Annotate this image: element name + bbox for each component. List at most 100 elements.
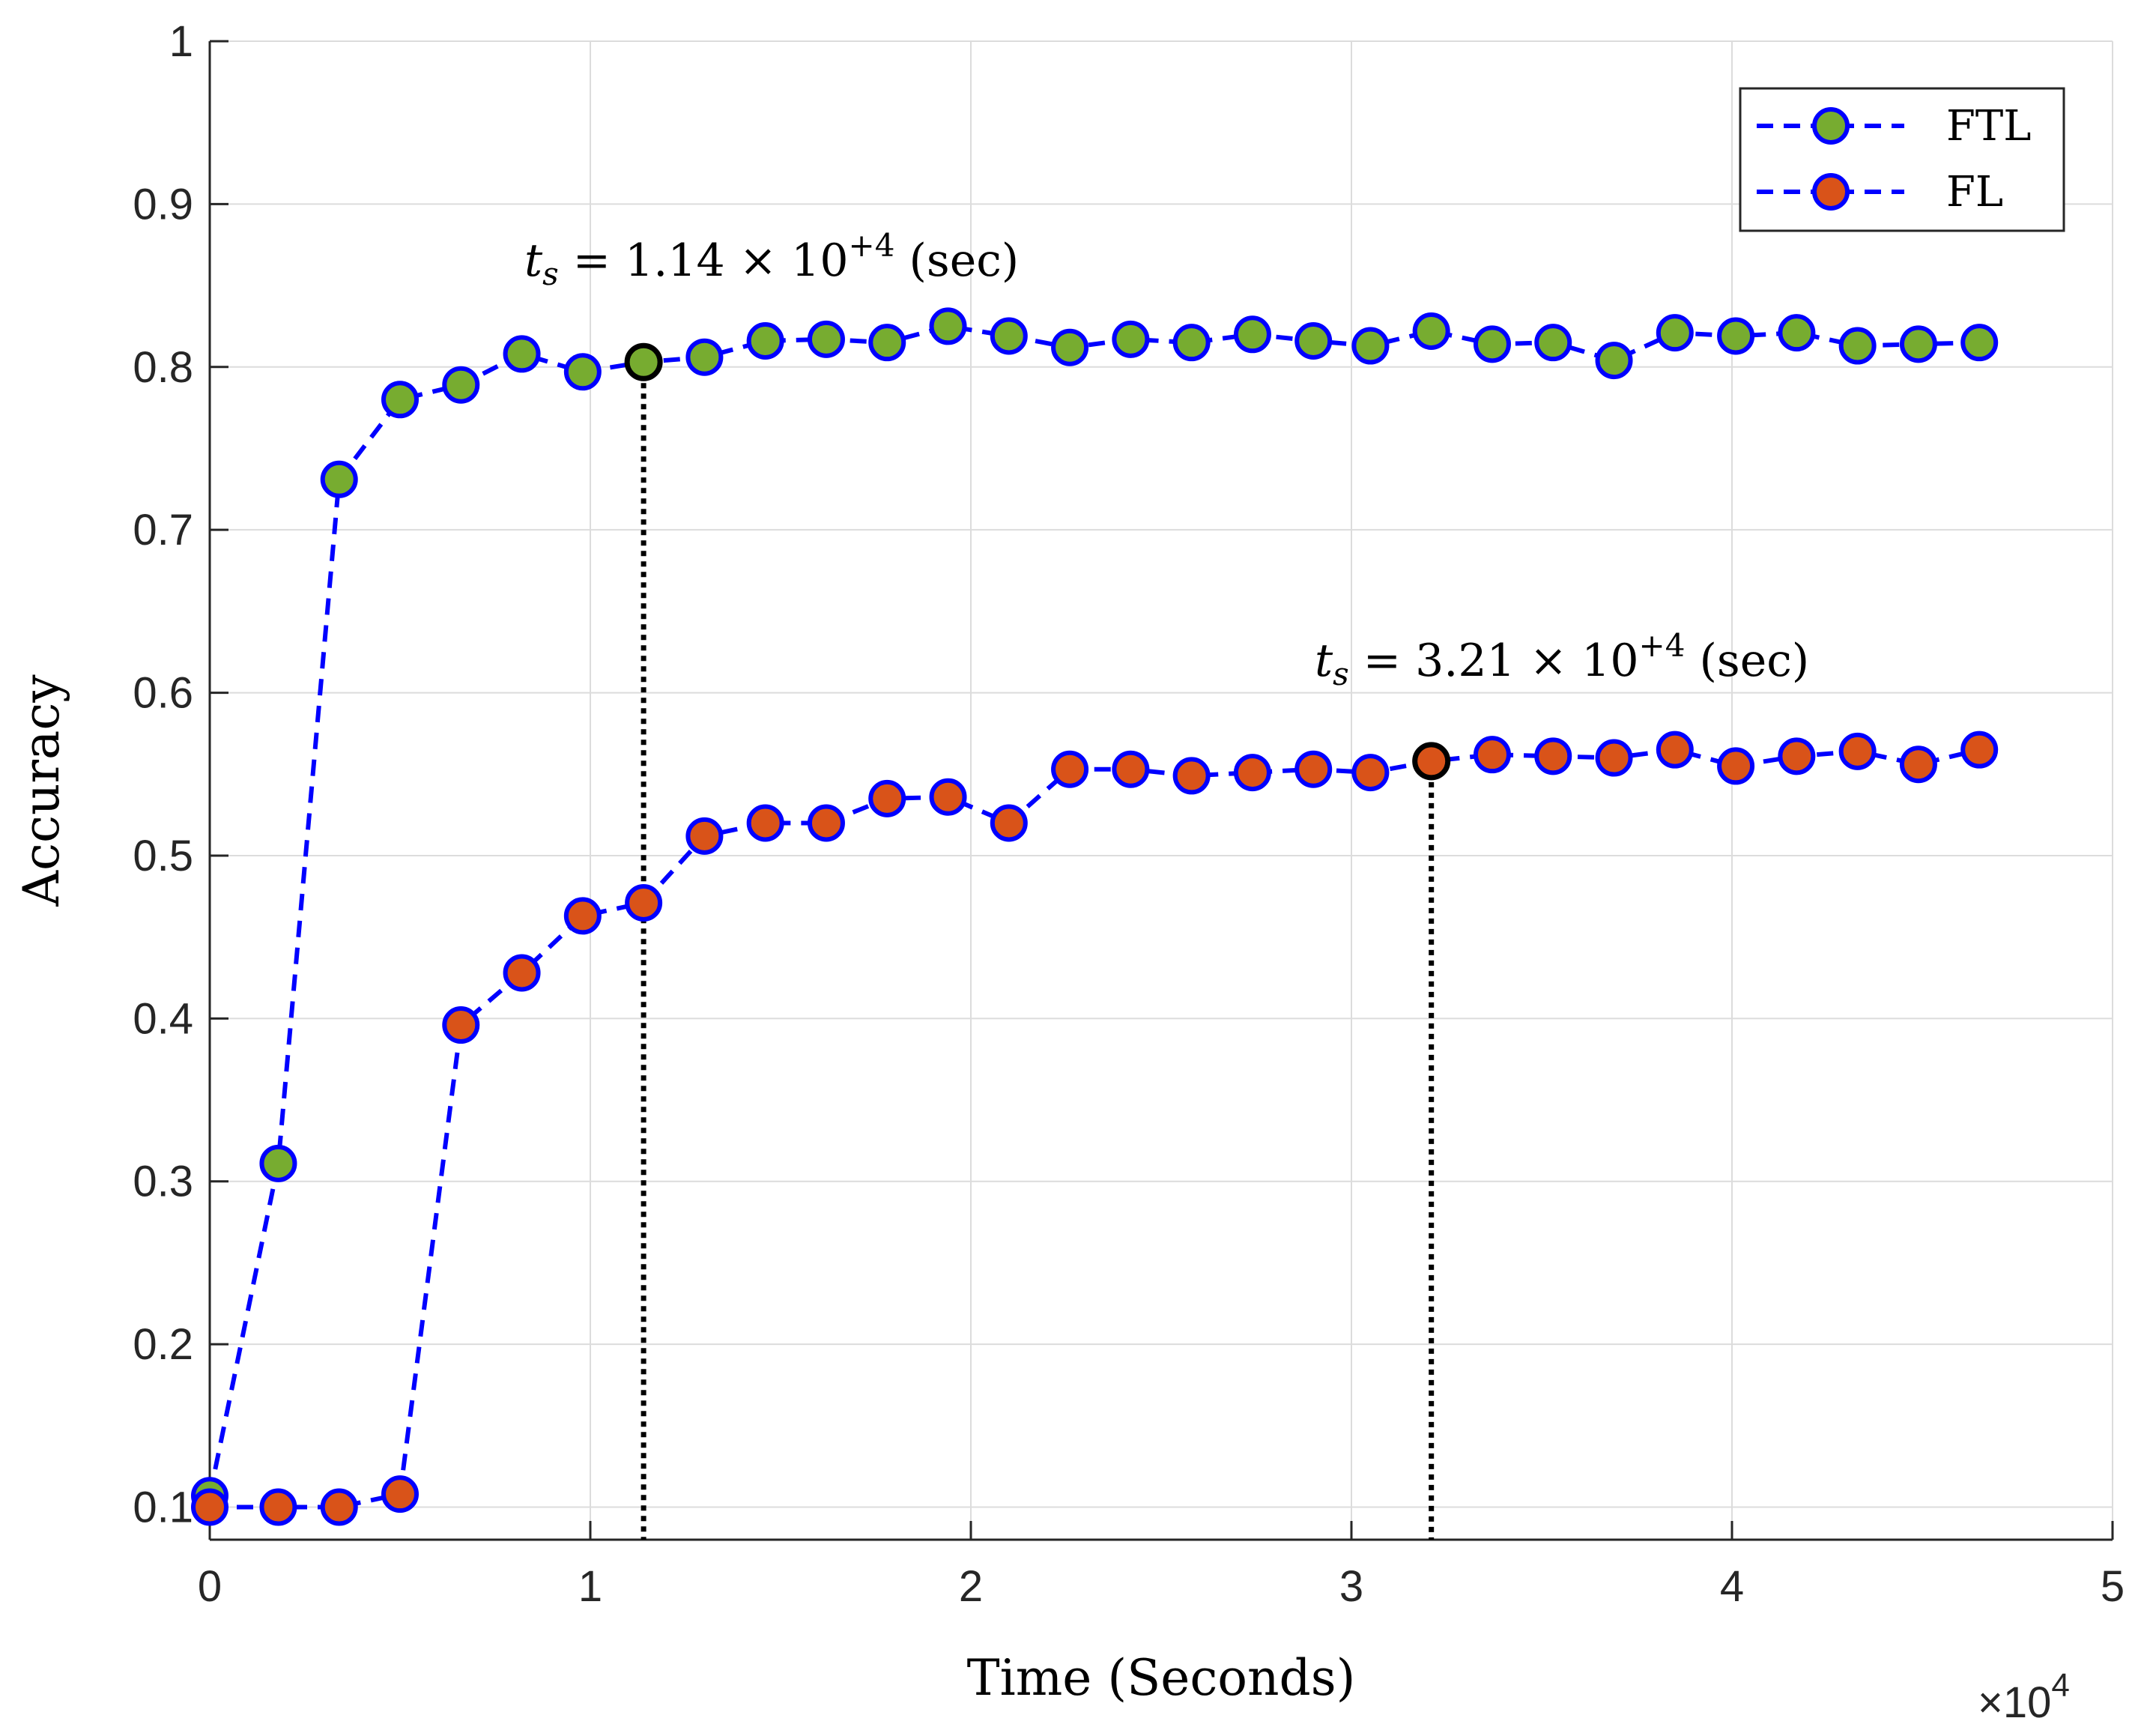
settling-label-1-times: × [1530,635,1581,687]
settling-point-0 [624,342,663,381]
settling-label-0-var: t [524,235,543,287]
point-fl-22 [1534,737,1572,775]
point-fl-17 [1233,754,1271,792]
point-fl-5 [503,954,541,992]
x-tick-label-1: 1 [578,1562,602,1611]
legend-marker-fl [1812,173,1850,211]
point-fl-28 [1899,745,1937,784]
tick-labels: 0 1 2 3 4 5 0.1 0.2 0.3 0.4 0.5 0.6 0.7 0.8 0.9 1 [133,17,2125,1611]
y-tick-label-2: 0.3 [133,1158,193,1206]
x-axis-multiplier-exponent: 4 [2051,1667,2069,1704]
legend-box [1739,87,2065,232]
point-ftl-3 [381,381,419,419]
point-ftl-2 [320,460,358,498]
point-ftl-20 [1412,312,1450,350]
settling-label-1-sub: s [1333,656,1349,692]
settling-label-0-eq: = [559,235,625,287]
legend-label-fl: FL [1946,168,2003,217]
point-ftl-14 [1051,328,1089,366]
x-tick-label-3: 3 [1339,1562,1363,1611]
point-fl-21 [1473,736,1511,774]
y-tick-label-0: 0.1 [133,1484,193,1532]
settling-label-0-base: 10 [791,235,848,287]
settling-label-1-var: t [1315,635,1333,687]
legend: FTL FL [1739,87,2065,232]
point-fl-15 [1112,750,1150,788]
point-fl-26 [1778,737,1816,775]
point-ftl-11 [868,324,906,362]
point-fl-6 [563,897,602,935]
axes [208,40,2114,1541]
point-ftl-4 [442,366,480,404]
point-fl-3 [381,1475,419,1513]
y-tick-label-8: 0.9 [133,180,193,229]
point-ftl-5 [503,335,541,373]
point-ftl-18 [1294,322,1333,360]
point-ftl-10 [807,320,845,358]
y-tick-label-5: 0.6 [133,669,193,718]
point-fl-23 [1595,739,1633,777]
point-ftl-8 [685,338,724,376]
point-fl-4 [442,1006,480,1044]
y-tick-label-1: 0.2 [133,1320,193,1369]
settling-label-1-eq: = [1349,635,1415,687]
point-ftl-28 [1899,325,1937,363]
settling-label-1-unit: (sec) [1685,635,1809,687]
point-ftl-25 [1717,317,1755,355]
settling-guides [641,362,1435,1540]
point-fl-13 [990,804,1028,842]
point-ftl-21 [1473,325,1511,363]
point-fl-12 [929,778,967,816]
x-tick-label-0: 0 [198,1562,222,1611]
point-ftl-1 [259,1144,297,1182]
point-fl-10 [807,804,845,842]
y-tick-label-3: 0.4 [133,994,193,1043]
y-tick-label-9: 1 [169,17,193,66]
point-ftl-16 [1172,324,1211,362]
point-fl-0 [191,1488,228,1526]
point-ftl-24 [1656,314,1694,352]
point-fl-11 [868,779,906,817]
settling-label-0-sub: s [542,255,559,292]
x-axis-multiplier-base: ×10 [1978,1678,2051,1727]
y-tick-label-4: 0.5 [133,832,193,880]
settling-label-0-times: × [739,235,791,287]
x-axis-multiplier: ×104 [1978,1667,2070,1727]
point-ftl-26 [1778,314,1816,352]
point-ftl-15 [1112,320,1150,358]
point-fl-16 [1172,757,1211,795]
x-tick-label-4: 4 [1720,1562,1744,1611]
settling-label-0-unit: (sec) [894,235,1019,287]
point-fl-9 [746,804,784,842]
point-fl-25 [1717,747,1755,785]
legend-marker-ftl [1812,107,1850,145]
settling-label-1-exp: +4 [1639,627,1686,664]
point-fl-24 [1656,731,1694,769]
y-tick-label-7: 0.8 [133,343,193,392]
point-fl-7 [625,884,663,922]
x-tick-label-2: 2 [959,1562,983,1611]
point-ftl-6 [563,353,602,391]
plot-area [210,41,2113,1540]
point-fl-8 [685,817,724,855]
annotations: ts = 1.14 × 10+4 (sec)ts = 3.21 × 10+4 (… [524,227,1809,781]
y-axis-title: Accuracy [13,674,70,907]
point-fl-29 [1960,731,1999,769]
point-ftl-17 [1233,315,1271,354]
settling-label-0-exp: +4 [849,227,895,264]
point-fl-2 [320,1488,358,1526]
point-ftl-13 [990,317,1028,355]
settling-label-0: ts = 1.14 × 10+4 (sec) [524,227,1019,292]
settling-point-1 [1412,742,1451,781]
point-fl-18 [1294,750,1333,788]
x-axis-title: Time (Seconds) [967,1649,1356,1707]
settling-label-0-value: 1.14 [625,235,739,287]
point-fl-19 [1351,754,1390,792]
point-fl-27 [1838,732,1877,770]
point-ftl-22 [1534,324,1572,362]
y-tick-label-6: 0.7 [133,506,193,554]
point-ftl-9 [746,322,784,360]
x-tick-label-5: 5 [2101,1562,2125,1611]
point-fl-14 [1051,750,1089,788]
point-ftl-23 [1595,342,1633,380]
